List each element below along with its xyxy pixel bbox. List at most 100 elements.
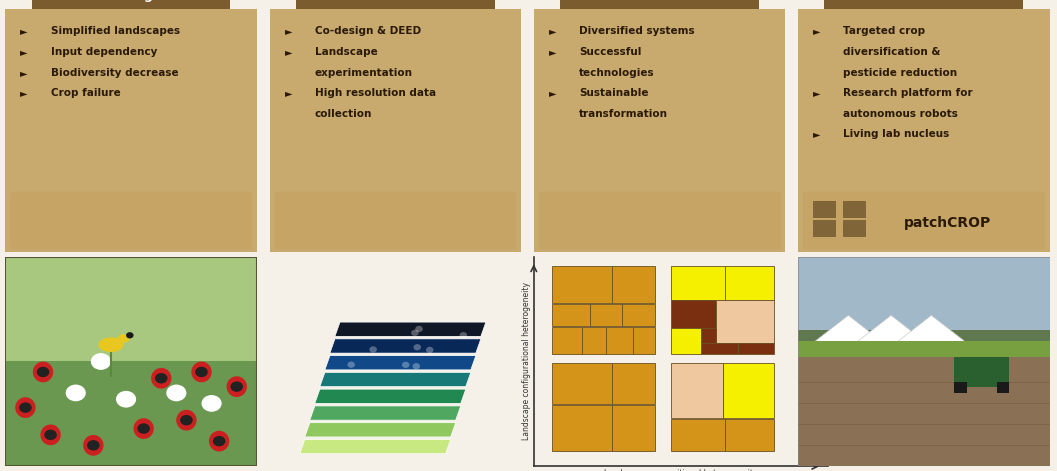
Text: Outcomes: Outcomes (889, 0, 959, 2)
Bar (813, 220, 836, 237)
Ellipse shape (226, 376, 247, 397)
Bar (717, 300, 774, 342)
Text: Living lab nucleus: Living lab nucleus (843, 130, 949, 139)
FancyBboxPatch shape (791, 2, 1057, 259)
Text: ►: ► (549, 88, 556, 98)
Text: ►: ► (813, 26, 820, 36)
Text: collection: collection (315, 109, 372, 119)
Polygon shape (330, 339, 481, 353)
Bar (590, 304, 623, 326)
Circle shape (336, 341, 344, 347)
Text: Successful: Successful (579, 47, 642, 57)
Circle shape (44, 430, 57, 440)
Circle shape (202, 395, 222, 412)
Ellipse shape (151, 368, 171, 389)
Polygon shape (853, 316, 929, 345)
Text: Sustainable: Sustainable (579, 88, 649, 98)
Bar (798, 341, 1050, 357)
Ellipse shape (98, 337, 124, 352)
Polygon shape (320, 373, 470, 387)
Text: ►: ► (284, 47, 292, 57)
Bar (612, 266, 654, 303)
Circle shape (335, 344, 342, 350)
Text: ►: ► (20, 68, 27, 78)
Bar (798, 330, 1050, 351)
Text: Co-design & DEED: Co-design & DEED (315, 26, 421, 36)
X-axis label: Landscape compositional heterogeneity: Landscape compositional heterogeneity (604, 469, 758, 471)
Bar (5, 362, 257, 466)
Ellipse shape (15, 397, 36, 418)
Bar (725, 419, 774, 451)
Bar (552, 304, 590, 326)
Polygon shape (335, 322, 486, 336)
Bar (671, 419, 725, 451)
Ellipse shape (133, 418, 154, 439)
Circle shape (155, 373, 168, 383)
Circle shape (126, 332, 133, 339)
Bar (582, 327, 606, 354)
Text: High resolution data: High resolution data (315, 88, 435, 98)
Bar (633, 327, 654, 354)
Ellipse shape (191, 362, 211, 382)
Text: Landscape: Landscape (315, 47, 377, 57)
Bar (725, 266, 774, 300)
Circle shape (442, 365, 449, 371)
Text: pesticide reduction: pesticide reduction (843, 68, 958, 78)
Text: ►: ► (549, 26, 556, 36)
Text: Biodiversity decrease: Biodiversity decrease (51, 68, 179, 78)
Ellipse shape (40, 424, 60, 445)
Text: ►: ► (20, 88, 27, 98)
Text: ►: ► (813, 88, 820, 98)
Text: Targeted crop: Targeted crop (843, 26, 926, 36)
Ellipse shape (84, 435, 104, 456)
FancyBboxPatch shape (262, 2, 528, 259)
Ellipse shape (33, 362, 53, 382)
Circle shape (354, 360, 363, 366)
Polygon shape (300, 439, 450, 454)
Text: Diversified systems: Diversified systems (579, 26, 694, 36)
Bar (552, 363, 612, 405)
Text: patchCROP: patchCROP (904, 216, 991, 230)
Text: experimentation: experimentation (315, 68, 413, 78)
Text: transformation: transformation (579, 109, 668, 119)
Bar (997, 382, 1009, 393)
Y-axis label: Landscape configurational heterogeneity: Landscape configurational heterogeneity (522, 283, 531, 440)
Circle shape (91, 353, 111, 370)
Circle shape (66, 384, 86, 401)
Ellipse shape (117, 334, 130, 342)
Text: Research platform for: Research platform for (843, 88, 972, 98)
Text: ►: ► (549, 47, 556, 57)
FancyBboxPatch shape (280, 0, 511, 17)
FancyBboxPatch shape (803, 191, 1044, 250)
Bar (552, 327, 582, 354)
FancyBboxPatch shape (275, 191, 516, 250)
Circle shape (366, 346, 373, 352)
Circle shape (196, 367, 208, 377)
Bar (954, 357, 1009, 387)
Circle shape (116, 391, 136, 407)
Text: ►: ► (284, 26, 292, 36)
Bar (671, 266, 725, 300)
Text: Input dependency: Input dependency (51, 47, 156, 57)
Bar (738, 342, 774, 354)
Circle shape (392, 363, 400, 369)
Circle shape (37, 367, 50, 377)
Text: Challenges: Challenges (93, 0, 169, 2)
Polygon shape (304, 422, 456, 437)
Bar (954, 382, 966, 393)
Text: technologies: technologies (579, 68, 654, 78)
Bar (671, 363, 723, 418)
FancyBboxPatch shape (544, 0, 775, 17)
Text: Goals: Goals (641, 0, 679, 2)
Circle shape (435, 333, 443, 339)
Text: Crop failure: Crop failure (51, 88, 120, 98)
Circle shape (408, 329, 416, 335)
FancyBboxPatch shape (809, 0, 1039, 17)
FancyBboxPatch shape (11, 191, 252, 250)
Circle shape (166, 384, 186, 401)
Bar (798, 341, 1050, 466)
Text: ►: ► (284, 88, 292, 98)
Bar (701, 342, 738, 354)
Circle shape (230, 382, 243, 392)
Polygon shape (324, 356, 476, 370)
